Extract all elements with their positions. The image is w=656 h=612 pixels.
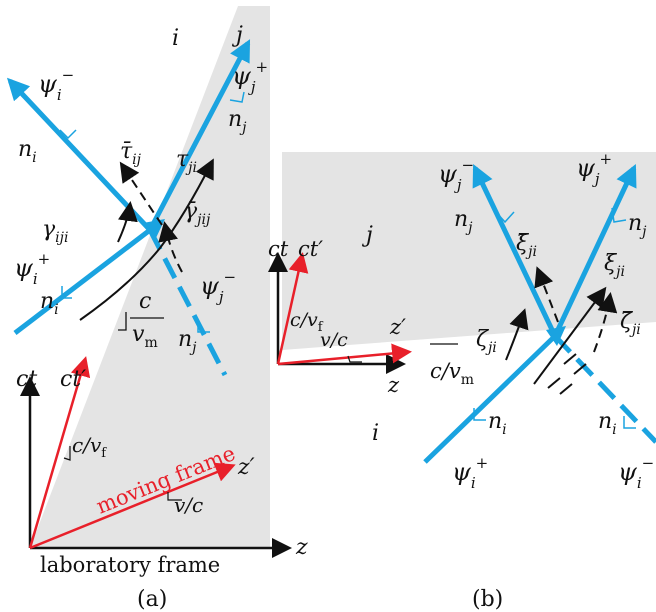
region-j-shading-b: [282, 152, 656, 350]
velocity-denominator: vm: [132, 322, 158, 351]
arrow-gamma-bar-jij: [158, 221, 183, 273]
arrow-zeta-bar-ji: [593, 292, 618, 353]
axis-ct-prime-b: [276, 252, 309, 365]
dash-2: [559, 383, 573, 395]
normal-marker-nj-top: [229, 91, 245, 103]
panel-a: i j ψi− ψj+ ψi+ ψj− ni nj ni nj τ̄ij τji…: [6, 6, 308, 612]
label-gamma-bar-jij: γ̄jij: [184, 199, 211, 228]
label-c-over-vf-b: c/vf: [290, 309, 324, 335]
axis-z-prime-b: [277, 343, 412, 366]
ray-psi-j-minus-b: [472, 164, 558, 338]
normal-marker-ni-right: [623, 416, 636, 429]
label-xi-ji: ξji: [604, 251, 625, 280]
normal-marker-nj-right: [611, 207, 627, 223]
ray-psi-j-plus-b: [552, 164, 637, 338]
label-psi-j-minus-b: ψj−: [438, 156, 474, 194]
label-ct-prime-b: ct′: [298, 237, 323, 261]
normal-marker-ni-left: [473, 408, 486, 421]
label-psi-j-plus-b: ψj+: [576, 150, 612, 188]
label-psi-i-minus: ψi−: [38, 66, 74, 104]
arrow-tau-bar-ij: [119, 161, 163, 226]
label-z-b: z: [387, 373, 400, 397]
region-label-i: i: [172, 26, 179, 51]
caption-b: (b): [472, 587, 503, 612]
label-ct-a: ct: [16, 367, 37, 392]
label-ct-b: ct: [268, 237, 289, 261]
label-z-a: z: [295, 535, 308, 560]
axis-ct-prime: [28, 356, 91, 549]
velocity-corner: [118, 312, 127, 331]
arrow-gamma-iji: [117, 201, 138, 243]
label-n-j-top: nj: [228, 107, 247, 136]
normal-marker-nj-left: [495, 211, 515, 224]
label-vf-over-c-b: v/c: [320, 329, 348, 351]
label-xi-bar-ji: ξ̄ji: [516, 231, 537, 260]
label-vf-over-c-a: v/c: [174, 493, 203, 517]
dash-1: [547, 377, 561, 389]
ray-psi-i-plus: [13, 228, 152, 335]
label-n-j-left-b: nj: [454, 207, 473, 236]
normal-marker-nj-bottom: [197, 320, 210, 333]
label-gamma-iji: γiji: [42, 217, 68, 246]
marker-vf-over-c-b: [347, 355, 362, 363]
label-psi-i-plus-b: ψi+: [452, 454, 488, 492]
caption-a: (a): [137, 587, 167, 612]
label-n-i-right-b: ni: [598, 409, 617, 438]
label-laboratory-frame: laboratory frame: [40, 553, 220, 577]
ray-psi-j-plus: [147, 39, 251, 232]
label-n-j-right-b: nj: [628, 211, 647, 240]
label-z-prime-a: z′: [237, 455, 255, 480]
label-z-prime-b: z′: [389, 315, 406, 339]
normal-marker-ni-top: [59, 129, 77, 140]
incident-arrowhead-b: [546, 326, 566, 346]
ray-psi-i-minus-b: [553, 334, 656, 444]
region-label-i-b: i: [372, 421, 379, 446]
label-n-i-left-b: ni: [488, 409, 507, 438]
label-velocity-b: c/vm: [430, 359, 474, 388]
label-psi-i-plus: ψi+: [14, 250, 50, 288]
panel-b: j i ψj− ψj+ ψi+ ψi− nj nj ni ni ξ̄ji ξji…: [268, 150, 656, 612]
label-n-i-top: ni: [18, 137, 37, 166]
arrow-tau-ji: [79, 158, 214, 321]
label-tau-ji: τji: [176, 147, 197, 176]
label-tau-bar-ij: τ̄ij: [120, 139, 142, 168]
axis-z-prime: [29, 462, 236, 550]
label-c-over-vf-a: c/vf: [72, 433, 107, 461]
label-zeta-ji: ζji: [476, 327, 497, 356]
dash-3: [573, 363, 587, 375]
label-ct-prime-a: ct′: [60, 367, 86, 392]
marker-vf-over-c-a: [167, 492, 182, 501]
label-psi-j-minus: ψj−: [200, 268, 236, 306]
dash-4: [563, 353, 577, 365]
label-zeta-bar-ji: ζ̄ji: [620, 309, 641, 338]
arrow-zeta-ji: [505, 308, 529, 361]
arrow-xi-bar-ji: [534, 266, 559, 323]
label-n-i-bottom: ni: [40, 289, 59, 318]
label-psi-j-plus: ψj+: [232, 58, 268, 96]
label-psi-i-minus-b: ψi−: [618, 454, 654, 492]
arrow-xi-ji: [533, 286, 607, 385]
velocity-numerator: c: [139, 289, 151, 314]
label-n-j-bottom: nj: [178, 327, 197, 356]
ray-psi-j-minus: [147, 228, 228, 377]
normal-marker-ni-bottom: [61, 286, 72, 299]
ray-psi-i-plus-b: [423, 334, 557, 464]
region-j-shading: [30, 6, 270, 548]
marker-c-over-vf-a: [63, 446, 71, 461]
